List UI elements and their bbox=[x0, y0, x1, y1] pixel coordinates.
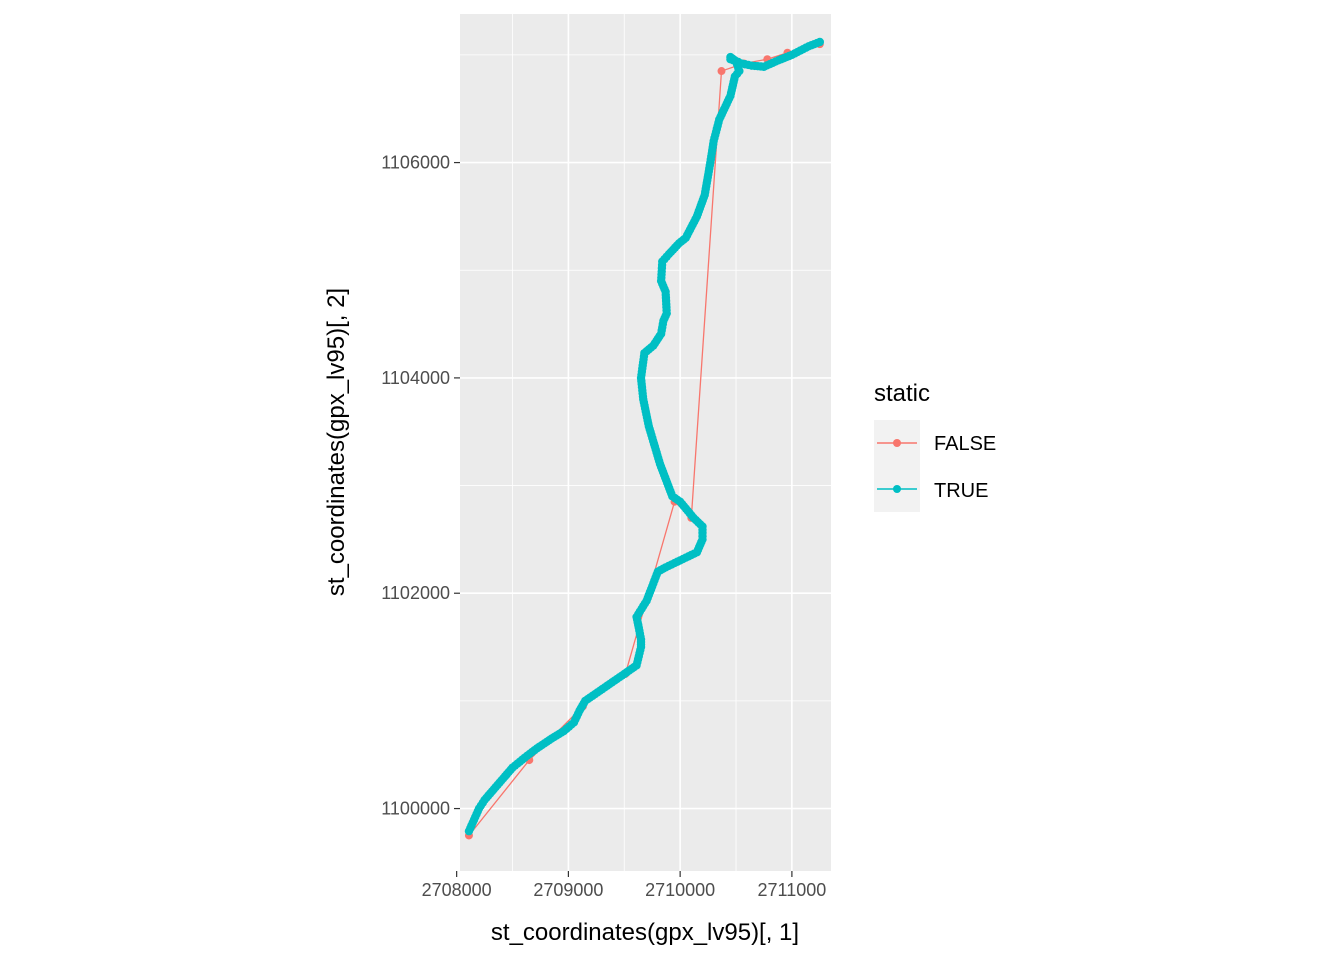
legend-label-true: TRUE bbox=[934, 480, 988, 502]
x-tick-label: 2711000 bbox=[758, 880, 827, 900]
x-tick-label: 2709000 bbox=[533, 880, 603, 900]
y-tick-label: 1104000 bbox=[381, 368, 450, 388]
y-tick-label: 1100000 bbox=[381, 799, 450, 819]
y-tick-label: 1106000 bbox=[381, 153, 450, 173]
x-tick-label: 2710000 bbox=[645, 880, 715, 900]
series-false-point bbox=[717, 67, 726, 76]
minor-gridlines bbox=[460, 14, 831, 871]
legend-label-false: FALSE bbox=[934, 433, 996, 455]
series-true-line bbox=[468, 41, 821, 832]
plot-panel bbox=[460, 14, 831, 871]
y-axis-title: st_coordinates(gpx_lv95)[, 2] bbox=[323, 288, 350, 596]
legend: static FALSE TRUE bbox=[874, 380, 996, 512]
series-true bbox=[464, 37, 825, 836]
series-layer bbox=[464, 37, 825, 840]
x-tick-label: 2708000 bbox=[422, 880, 492, 900]
legend-title: static bbox=[874, 380, 930, 407]
y-tick-label: 1102000 bbox=[381, 583, 450, 603]
y-axis: 1100000 1102000 1104000 1106000 bbox=[381, 153, 460, 819]
x-axis: 2708000 2709000 2710000 2711000 bbox=[422, 871, 827, 900]
legend-key-false-point bbox=[893, 439, 901, 447]
x-axis-title: st_coordinates(gpx_lv95)[, 1] bbox=[491, 919, 799, 946]
legend-key-true-point bbox=[893, 485, 901, 493]
